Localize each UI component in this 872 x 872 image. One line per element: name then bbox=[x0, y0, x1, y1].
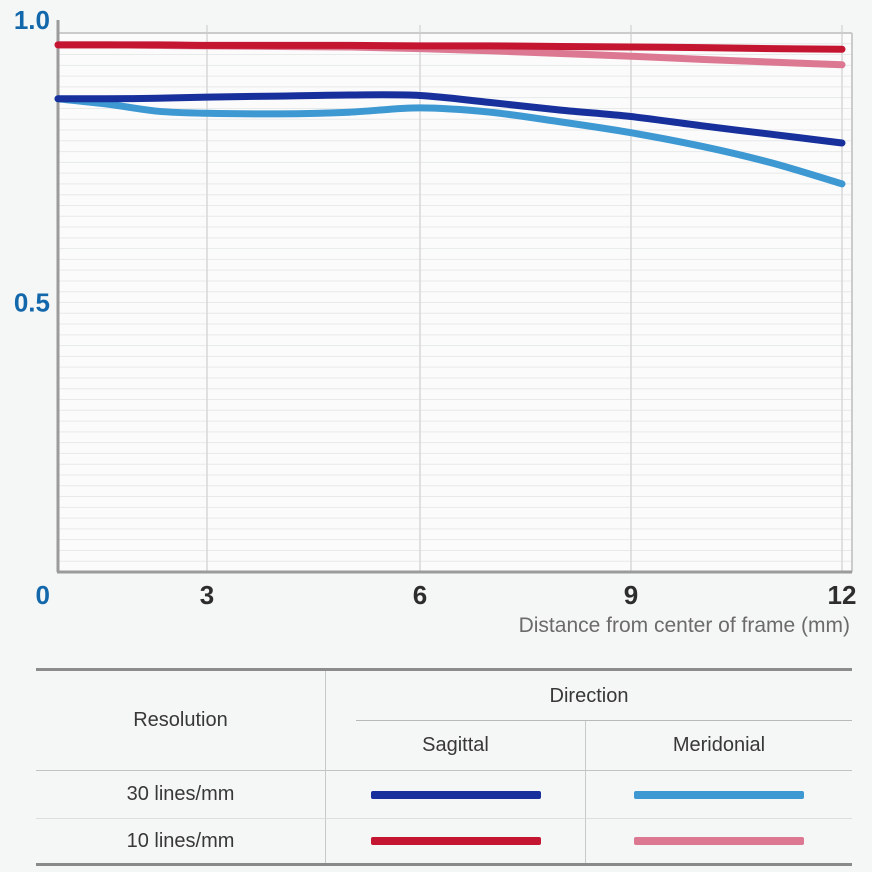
row-10-meridional-cell bbox=[586, 819, 852, 863]
row-10-resolution-label: 10 lines/mm bbox=[126, 829, 235, 852]
origin-tick-label: 0 bbox=[36, 580, 50, 610]
mtf-curve-30-meridional bbox=[54, 95, 846, 188]
row-30-meridional-cell bbox=[586, 771, 852, 819]
meridional-header-cell: Meridonial bbox=[586, 721, 852, 771]
x-tick-label-3: 3 bbox=[200, 580, 214, 610]
direction-header-cell: Direction bbox=[326, 671, 852, 721]
swatch-10-sagittal bbox=[370, 837, 541, 845]
row-30-resolution-cell: 30 lines/mm bbox=[36, 771, 326, 819]
mtf-curve-10-sagittal bbox=[54, 41, 846, 53]
resolution-header-cell: Resolution bbox=[36, 671, 326, 771]
y-tick-label-0.5: 0.5 bbox=[14, 288, 50, 318]
x-tick-label-6: 6 bbox=[413, 580, 427, 610]
direction-header-label: Direction bbox=[549, 684, 629, 707]
mtf-chart: 1.0 0.5 0 3 6 9 12 Distance from center of fram… bbox=[14, 5, 857, 637]
swatch-30-meridional bbox=[634, 790, 804, 799]
row-10-sagittal-cell bbox=[326, 819, 586, 863]
meridional-header-label: Meridonial bbox=[672, 734, 766, 756]
x-tick-label-12: 12 bbox=[828, 580, 857, 610]
y-tick-label-1.0: 1.0 bbox=[14, 5, 50, 35]
x-axis-title: Distance from center of frame (mm) bbox=[519, 614, 850, 637]
x-tick-label-9: 9 bbox=[624, 580, 638, 610]
mtf-curve-30-sagittal bbox=[54, 91, 846, 147]
swatch-10-meridional bbox=[634, 837, 804, 845]
swatch-30-sagittal bbox=[370, 790, 541, 799]
row-30-resolution-label: 30 lines/mm bbox=[126, 783, 235, 805]
row-30-sagittal-cell bbox=[326, 771, 586, 819]
resolution-header-label: Resolution bbox=[133, 709, 228, 731]
sagittal-header-cell: Sagittal bbox=[326, 721, 586, 771]
sagittal-header-label: Sagittal bbox=[422, 734, 489, 756]
legend-table: Resolution Direction Sagittal Meridonial… bbox=[36, 668, 852, 866]
row-10-resolution-cell: 10 lines/mm bbox=[36, 819, 326, 863]
